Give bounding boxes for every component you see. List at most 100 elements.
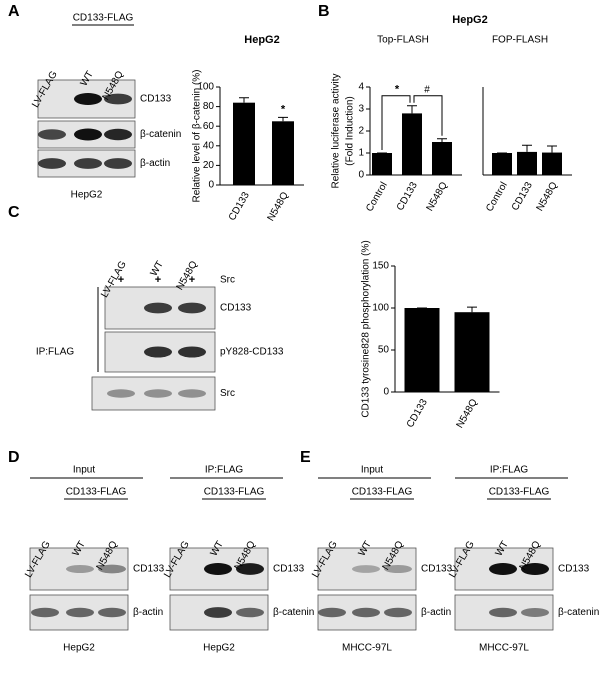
treatment-mark: +: [155, 274, 161, 286]
x-tick-label: N548Q: [535, 180, 560, 213]
header-label: Input: [73, 465, 95, 476]
error-bar: [239, 97, 249, 103]
band: [521, 608, 549, 617]
y-tick-label: 150: [372, 261, 389, 272]
x-tick-label: N548Q: [455, 397, 480, 430]
header-label: IP:FLAG: [205, 465, 244, 476]
bar: [454, 312, 490, 392]
row-label: β-catenin: [558, 607, 599, 618]
caption: HepG2: [71, 190, 103, 201]
bar: [517, 151, 537, 175]
blot-panel: [317, 547, 417, 591]
caption: HepG2: [63, 643, 95, 654]
band: [66, 564, 94, 574]
error-bar: [522, 144, 532, 152]
bar: [272, 121, 294, 185]
x-tick-label: N548Q: [425, 180, 450, 213]
bar: [233, 102, 255, 185]
error-bar: [467, 306, 477, 313]
caption: HepG2: [203, 643, 235, 654]
x-tick-label: Control: [484, 180, 510, 213]
panel-label: A: [8, 3, 20, 20]
y-tick-label: 2: [358, 126, 364, 137]
y-tick-label: 0: [358, 170, 364, 181]
y-tick-label: 4: [358, 82, 364, 93]
x-tick-label: N548Q: [266, 190, 291, 223]
y-tick-label: 60: [203, 121, 215, 132]
error-bar: [278, 116, 288, 122]
row-label: β-catenin: [273, 607, 314, 618]
bar: [492, 153, 512, 175]
band: [352, 565, 380, 573]
blot-panel: [91, 376, 216, 411]
band: [74, 93, 102, 105]
x-tick-label: Control: [364, 180, 390, 213]
band: [236, 607, 264, 618]
y-tick-label: 100: [197, 82, 214, 93]
band: [318, 607, 346, 618]
band: [204, 607, 232, 618]
significance-mark: *: [281, 103, 286, 115]
y-axis-label: CD133 tyrosine828 phosphorylation (%): [361, 240, 372, 417]
x-tick-label: CD133: [395, 180, 420, 213]
blot-panel: [29, 547, 129, 591]
header-label: IP:FLAG: [490, 465, 529, 476]
band: [144, 389, 172, 398]
chart-subtitle: Top-FLASH: [377, 35, 429, 46]
row-label: CD133: [421, 564, 453, 575]
band: [104, 158, 132, 169]
y-axis-label: Relative luciferase activity: [331, 73, 342, 188]
y-tick-label: 100: [372, 303, 389, 314]
x-tick-label: CD133: [405, 397, 430, 430]
row-label: CD133: [558, 564, 590, 575]
band: [144, 346, 172, 358]
significance-mark: *: [395, 84, 400, 96]
row-label: CD133: [140, 94, 172, 105]
significance-bracket: [413, 95, 443, 136]
treatment-mark: +: [118, 274, 124, 286]
band: [104, 93, 132, 105]
row-label: β-actin: [421, 607, 451, 618]
error-bar: [407, 105, 417, 114]
band: [178, 346, 206, 358]
bar: [432, 142, 452, 175]
chart-title: HepG2: [244, 34, 279, 46]
row-label: β-actin: [133, 607, 163, 618]
band: [66, 607, 94, 618]
group-label: CD133-FLAG: [352, 487, 413, 498]
y-tick-label: 3: [358, 104, 364, 115]
band: [489, 607, 517, 618]
group-label: CD133-FLAG: [73, 13, 134, 24]
header-label: Input: [361, 465, 383, 476]
band: [107, 389, 135, 398]
caption: MHCC-97L: [342, 643, 392, 654]
band: [144, 302, 172, 314]
band: [38, 158, 66, 169]
row-label: β-actin: [140, 158, 170, 169]
x-tick-label: CD133: [510, 180, 535, 213]
row-label: CD133: [273, 564, 305, 575]
band: [98, 607, 126, 618]
band: [236, 563, 264, 575]
panel-label: B: [318, 3, 330, 20]
band: [98, 564, 126, 574]
chart-title: HepG2: [452, 14, 487, 26]
band: [74, 128, 102, 141]
band: [31, 607, 59, 618]
x-tick-label: CD133: [227, 190, 252, 223]
row-label: Src: [220, 388, 235, 399]
band: [384, 607, 412, 618]
band: [521, 563, 549, 575]
panel-label: D: [8, 449, 20, 466]
panel-label: C: [8, 204, 20, 221]
row-label: β-catenin: [140, 129, 181, 140]
bar: [372, 153, 392, 175]
row-label: CD133: [133, 564, 165, 575]
significance-mark: #: [424, 84, 430, 95]
row-label: CD133: [220, 303, 252, 314]
y-tick-label: 0: [383, 387, 389, 398]
treatment-label: Src: [220, 275, 235, 286]
caption: MHCC-97L: [479, 643, 529, 654]
band: [352, 607, 380, 618]
